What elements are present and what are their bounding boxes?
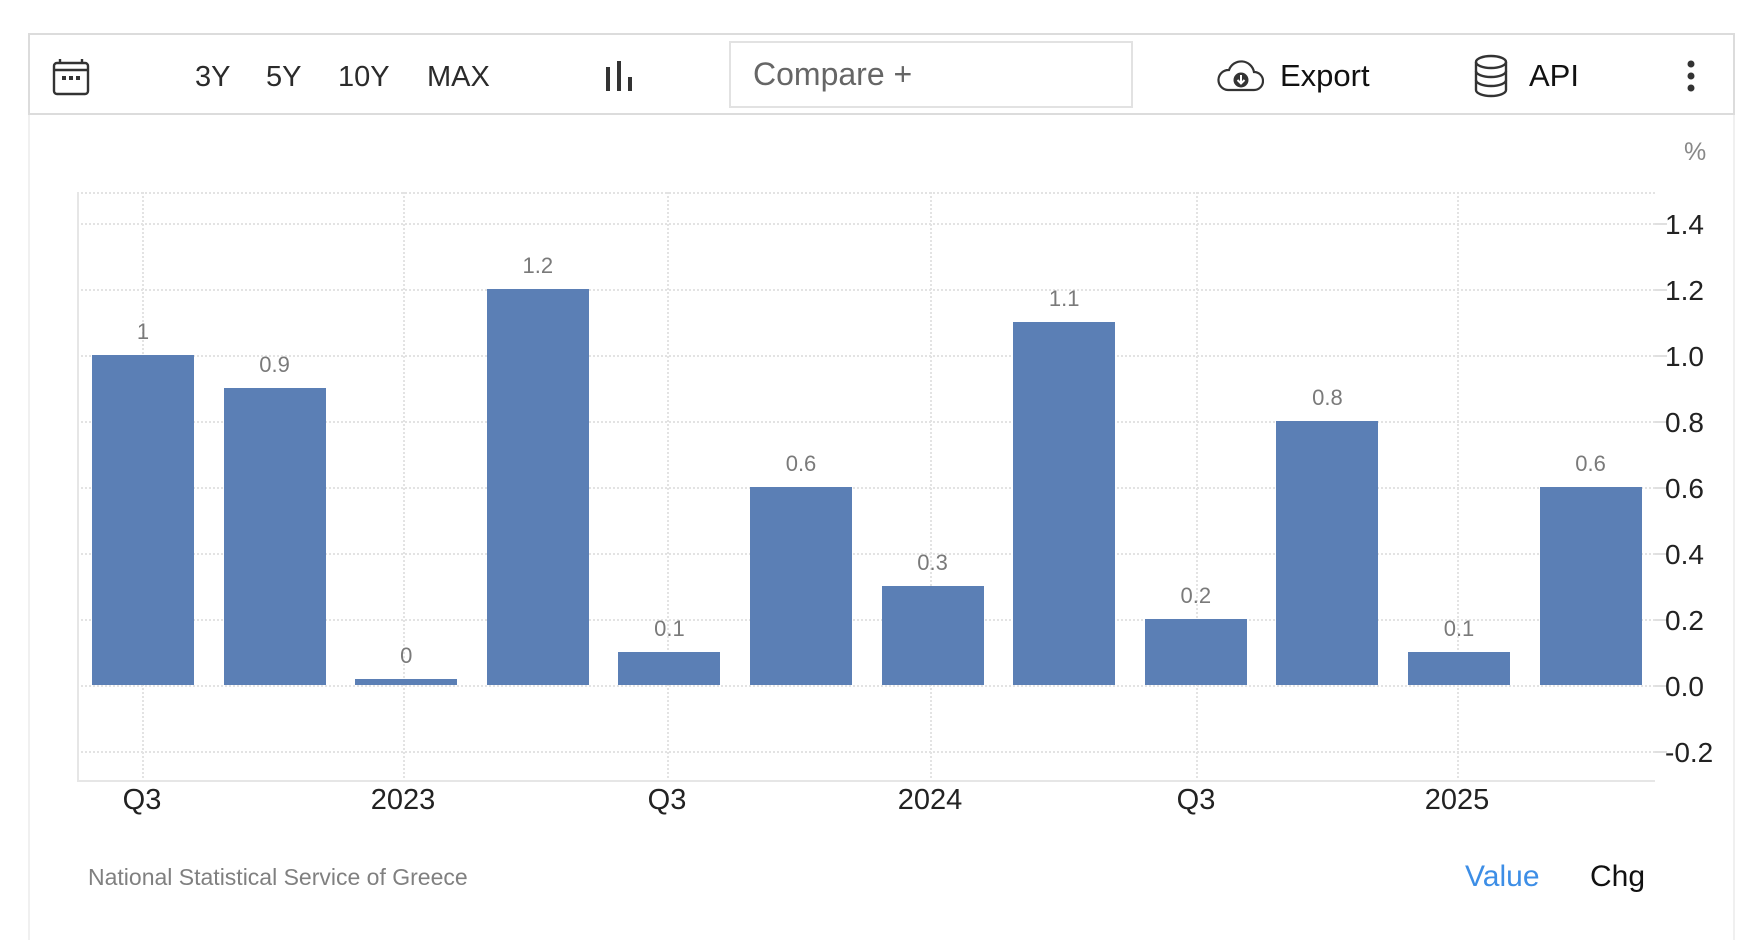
gridline-vertical [403, 192, 405, 782]
bar[interactable] [486, 289, 589, 685]
x-axis-label: 2024 [897, 784, 963, 816]
bar[interactable] [92, 355, 194, 685]
range-5y-button[interactable]: 5Y [266, 60, 302, 93]
bar-value-label: 1.2 [522, 253, 554, 278]
y-tick-mark [1655, 619, 1667, 621]
plot-area [77, 192, 1655, 782]
range-max-button[interactable]: MAX [427, 60, 490, 93]
gridline-horizontal [77, 355, 1655, 357]
gridline-vertical [1457, 192, 1459, 782]
gridline-vertical [667, 192, 669, 782]
gridline-horizontal [77, 289, 1655, 291]
bar-value-label: 0.9 [259, 352, 290, 377]
bar-value-label: 0.3 [917, 550, 948, 575]
bar[interactable] [1013, 322, 1116, 685]
y-tick-mark [1655, 223, 1667, 225]
y-tick-mark [1655, 487, 1667, 489]
gridline-horizontal [77, 619, 1655, 621]
bar[interactable] [881, 586, 984, 685]
gridline-top [77, 192, 1655, 194]
gridline-vertical [930, 192, 932, 782]
bar[interactable] [1276, 421, 1379, 685]
y-tick-mark [1655, 685, 1667, 687]
bar-value-label: 0.6 [785, 451, 817, 476]
x-axis-label: Q3 [1176, 784, 1216, 816]
gridline-horizontal [77, 751, 1655, 753]
y-axis-label: 1.0 [1665, 341, 1704, 372]
bar-value-label: 0.1 [654, 616, 685, 641]
chart-panel [28, 33, 1735, 940]
value-toggle[interactable]: Value [1465, 860, 1540, 893]
bar-value-label: 0.2 [1180, 583, 1212, 608]
y-axis-label: 0.2 [1665, 605, 1704, 636]
x-axis-label: Q3 [122, 784, 162, 816]
api-button[interactable]: API [1473, 37, 1579, 115]
gridline-horizontal [77, 685, 1655, 687]
chart-type-button[interactable] [605, 37, 635, 115]
y-tick-mark [1655, 421, 1667, 423]
cloud-download-icon [1217, 60, 1264, 92]
y-axis-label: 0.4 [1665, 539, 1704, 570]
x-axis-label: Q3 [647, 784, 687, 816]
y-tick-mark [1655, 289, 1667, 291]
api-label: API [1529, 58, 1579, 93]
y-axis-label: 1.2 [1665, 275, 1704, 306]
y-tick-mark [1655, 751, 1667, 753]
gridline-horizontal [77, 487, 1655, 489]
range-10y-button[interactable]: 10Y [338, 60, 390, 93]
export-button[interactable]: Export [1216, 37, 1370, 115]
bar[interactable] [1539, 487, 1642, 685]
gridline-horizontal [77, 223, 1655, 225]
bar[interactable] [750, 487, 852, 685]
source-text: National Statistical Service of Greece [88, 864, 468, 890]
bar[interactable] [1144, 619, 1247, 685]
export-label: Export [1280, 58, 1370, 93]
bar-value-label: 0.1 [1443, 616, 1475, 641]
range-3y-button[interactable]: 3Y [195, 60, 231, 93]
bar-value-label: 0 [400, 643, 413, 668]
x-axis-label: 2025 [1424, 784, 1490, 816]
gridline-horizontal [77, 553, 1655, 555]
calendar-icon [52, 59, 90, 96]
bar[interactable] [223, 388, 326, 685]
y-axis-label: 1.4 [1665, 209, 1704, 240]
gridline-horizontal [77, 421, 1655, 423]
y-axis-label: 0.0 [1665, 671, 1704, 702]
y-axis-label: -0.2 [1665, 737, 1714, 768]
vertical-ellipsis-icon [1687, 60, 1695, 92]
bar-value-label: 1.1 [1048, 286, 1080, 311]
bar-value-label: 0.8 [1312, 385, 1343, 410]
more-options-button[interactable] [1685, 37, 1697, 115]
bar-chart-icon [606, 61, 632, 91]
y-tick-mark [1655, 553, 1667, 555]
chg-toggle[interactable]: Chg [1590, 860, 1646, 893]
bar[interactable] [355, 679, 458, 685]
gridline-vertical [1196, 192, 1198, 782]
y-axis-label: 0.6 [1665, 473, 1704, 504]
bar[interactable] [1408, 652, 1510, 685]
x-axis-label: 2023 [370, 784, 436, 816]
bar-value-label: 0.6 [1575, 451, 1606, 476]
bar-value-label: 1 [136, 319, 150, 344]
compare-input[interactable]: Compare + [729, 41, 1133, 108]
bar[interactable] [618, 652, 721, 685]
calendar-button[interactable] [52, 37, 90, 115]
database-icon [1474, 54, 1508, 98]
unit-label: % [1684, 138, 1707, 166]
y-axis-label: 0.8 [1665, 407, 1704, 438]
y-tick-mark [1655, 355, 1667, 357]
